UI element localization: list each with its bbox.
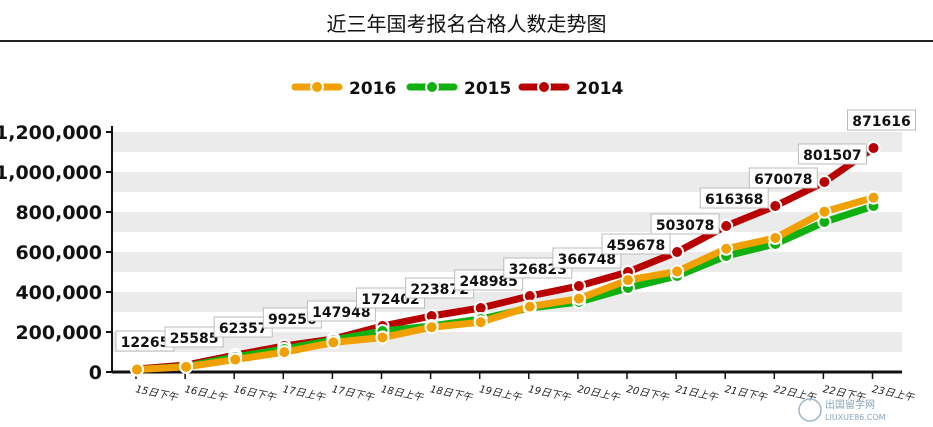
y-tick-label: 1,200,000 [0,122,102,144]
x-tick-label: 20日上午 [576,383,621,404]
grid-band [112,172,902,192]
grid-band [112,212,902,232]
data-point-2016 [228,352,243,367]
x-tick-label: 16日上午 [183,383,228,404]
x-tick-label: 17日上午 [282,383,327,404]
data-label: 366748 [558,252,616,268]
data-label-box [601,233,671,255]
data-label: 99256 [268,312,317,328]
data-label-box [847,109,916,131]
data-point-2016 [670,264,685,279]
data-point-2016 [621,273,635,288]
data-point-2016 [179,359,194,374]
data-label: 871616 [852,114,910,130]
data-point-2014 [768,199,783,213]
watermark-text: LIUXUE86.COM [825,413,886,422]
data-label: 459678 [607,238,665,254]
data-point-2016 [719,241,734,256]
data-point-2016 [473,315,488,330]
data-label: 616368 [705,192,763,208]
y-tick-label: 200,000 [15,322,102,344]
x-tick-label: 15日下午 [134,383,179,404]
data-point-2016 [375,330,390,345]
data-point-2014 [719,219,734,233]
x-tick-label: 19日上午 [478,383,523,404]
data-label: 12265 [121,335,170,351]
data-point-2016 [277,345,292,360]
data-label: 503078 [656,218,714,234]
data-point-2016 [326,335,341,350]
data-point-2014 [866,141,881,155]
data-label: 801507 [803,148,861,164]
x-tick-label: 19日下午 [527,383,572,404]
data-label: 62357 [219,321,268,337]
x-tick-label: 18日上午 [380,383,425,404]
data-label: 25585 [170,331,219,347]
y-tick-label: 0 [89,362,102,384]
data-label-box [699,187,769,209]
data-point-2014 [817,175,832,189]
data-point-2016 [866,190,881,205]
y-tick-label: 400,000 [15,282,102,304]
x-tick-label: 21日下午 [724,383,769,404]
page-title: 近三年国考报名合格人数走势图 [326,12,607,36]
legend-marker-2015 [425,80,439,94]
y-tick-label: 1,000,000 [0,162,102,184]
x-tick-label: 20日下午 [625,383,670,404]
y-tick-label: 600,000 [15,242,102,264]
watermark-logo-text: 出国留学网 [825,398,875,411]
data-label: 670078 [754,172,812,188]
legend-label-2015: 2015 [464,79,511,99]
legend-label-2014: 2014 [576,79,623,99]
data-label-box [650,213,720,235]
data-point-2016 [424,320,439,335]
legend-marker-2014 [537,80,551,94]
x-tick-label: 17日下午 [331,383,376,404]
legend-label-2016: 2016 [349,79,396,99]
data-point-2016 [130,362,144,377]
globe-icon [798,398,822,422]
data-label: 147948 [312,305,370,321]
data-point-2016 [571,291,586,306]
title-bar: 近三年国考报名合格人数走势图 [0,0,933,42]
data-point-2016 [817,204,832,219]
x-tick-label: 16日下午 [233,383,278,404]
x-tick-label: 18日下午 [429,383,474,404]
data-label-box [797,143,867,165]
data-point-2016 [522,299,537,314]
y-tick-label: 800,000 [15,202,102,224]
watermark-logo: 出国留学网 LIUXUE86.COM [798,398,886,422]
grid-band [112,132,902,152]
data-label-box [748,167,818,189]
data-point-2016 [768,230,783,245]
data-point-2014 [670,245,685,259]
x-tick-label: 21日上午 [674,383,719,404]
data-point-2014 [571,279,586,293]
legend-marker-2016 [310,80,324,94]
series-line-2016 [133,194,877,374]
